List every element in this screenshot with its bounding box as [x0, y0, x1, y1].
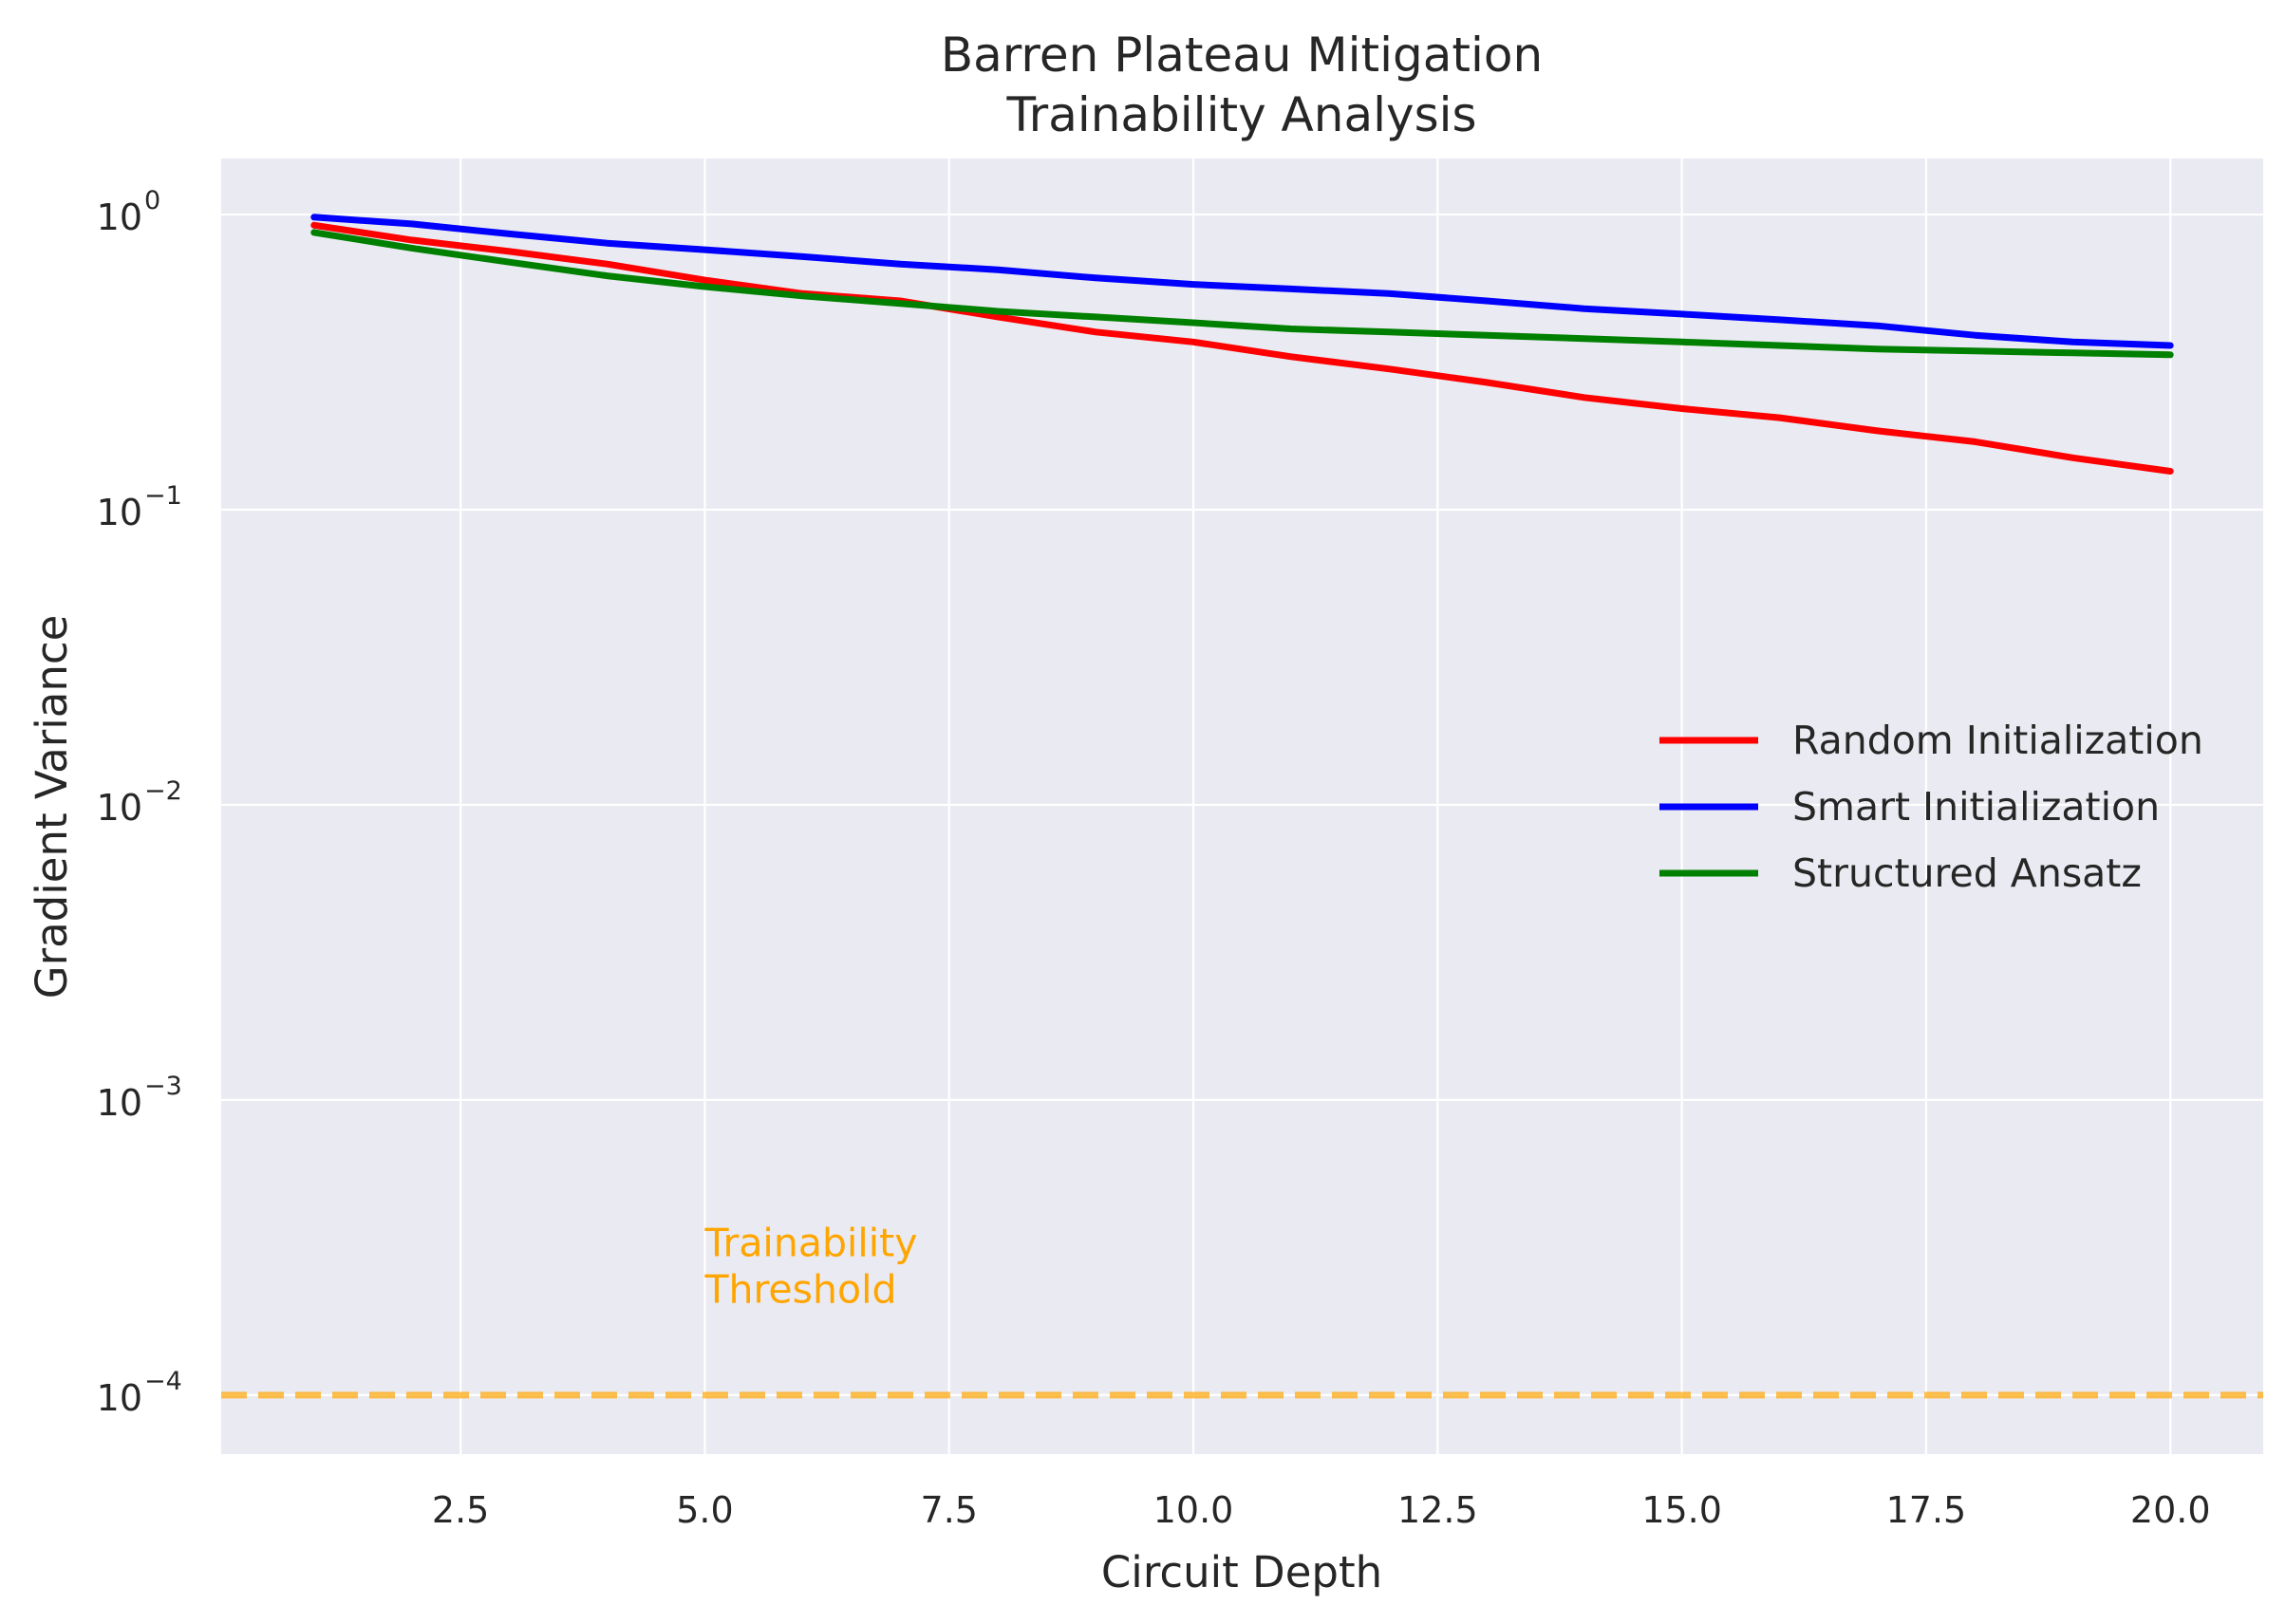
- series-layer: [310, 214, 2174, 475]
- y-tick-base: 10: [97, 1082, 142, 1124]
- series-line-2: [310, 214, 2174, 349]
- y-tick-label: 10 −2: [97, 776, 182, 829]
- series-line-1: [310, 221, 2174, 475]
- y-tick-exponent: −4: [144, 1367, 182, 1396]
- chart-title: Barren Plateau Mitigation: [941, 28, 1543, 83]
- x-tick-label: 17.5: [1886, 1489, 1967, 1531]
- annotation-line-1: Trainability: [703, 1220, 917, 1265]
- legend-label: Structured Ansatz: [1792, 850, 2142, 896]
- legend: Random Initialization Smart Initializatio…: [1659, 718, 2203, 896]
- x-tick-label: 15.0: [1641, 1489, 1722, 1531]
- y-tick-label: 10 −4: [97, 1367, 182, 1419]
- annotation-line-2: Threshold: [703, 1266, 896, 1312]
- legend-label: Smart Initialization: [1792, 784, 2160, 830]
- y-tick-label: 10 −3: [97, 1072, 182, 1124]
- y-tick-exponent: −3: [144, 1072, 182, 1101]
- y-tick-base: 10: [97, 196, 142, 238]
- y-axis-label: Gradient Variance: [27, 615, 77, 999]
- threshold-annotation: Trainability Threshold: [703, 1220, 917, 1312]
- x-tick-label: 10.0: [1153, 1489, 1234, 1531]
- chart-subtitle: Trainability Analysis: [1005, 87, 1476, 142]
- x-tick-label: 12.5: [1397, 1489, 1478, 1531]
- y-tick-label: 10 −1: [97, 481, 182, 533]
- x-tick-label: 2.5: [432, 1489, 489, 1531]
- plot-area: [221, 159, 2263, 1454]
- x-tick-label: 20.0: [2130, 1489, 2211, 1531]
- y-tick-base: 10: [97, 492, 142, 533]
- y-tick-label: 10 0: [97, 186, 161, 238]
- y-tick-exponent: −1: [144, 481, 182, 511]
- x-tick-label: 5.0: [676, 1489, 733, 1531]
- y-tick-exponent: −2: [144, 776, 182, 806]
- legend-label: Random Initialization: [1792, 718, 2203, 763]
- y-tick-base: 10: [97, 787, 142, 829]
- x-ticks: 2.5 5.0 7.5 10.0 12.5 15.0 17.5 20.0: [432, 1489, 2211, 1531]
- series-line-3: [310, 229, 2174, 359]
- x-axis-label: Circuit Depth: [1101, 1547, 1382, 1597]
- y-tick-base: 10: [97, 1377, 142, 1419]
- y-tick-exponent: 0: [144, 186, 160, 215]
- x-tick-label: 7.5: [921, 1489, 978, 1531]
